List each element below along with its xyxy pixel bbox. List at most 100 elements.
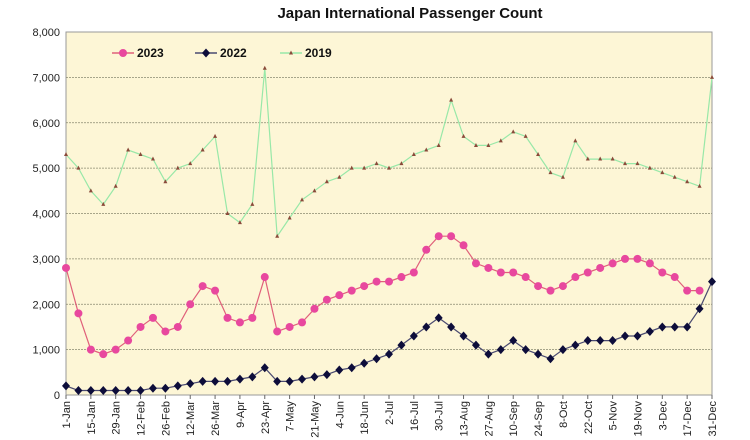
data-point-2019 <box>300 197 305 202</box>
data-point-2023 <box>608 259 617 268</box>
data-point-2023 <box>99 350 108 359</box>
data-point-2023 <box>633 254 642 263</box>
data-point-2023 <box>62 263 70 272</box>
data-point-2022 <box>273 376 282 386</box>
data-point-2022 <box>670 322 679 332</box>
data-point-2022 <box>62 381 70 391</box>
data-point-2019 <box>560 174 565 179</box>
data-point-2022 <box>621 331 630 341</box>
data-point-2022 <box>148 383 157 393</box>
data-point-2022 <box>546 354 555 364</box>
data-point-2023 <box>235 318 244 327</box>
y-tick-label: 2,000 <box>32 299 60 311</box>
data-point-2019 <box>486 142 491 147</box>
data-point-2023 <box>372 277 381 286</box>
data-point-2022 <box>583 336 592 346</box>
x-tick-label: 2-Jul <box>384 401 396 425</box>
data-point-2022 <box>335 365 344 375</box>
data-point-2022 <box>521 345 530 355</box>
x-tick-label: 18-Jun <box>359 401 371 435</box>
data-point-2019 <box>548 170 553 175</box>
data-point-2022 <box>397 340 406 350</box>
data-point-2019 <box>424 147 429 152</box>
data-point-2022 <box>86 385 95 395</box>
data-point-2022 <box>186 379 195 389</box>
data-point-2019 <box>175 165 180 170</box>
data-point-2023 <box>86 345 95 354</box>
legend-label: 2019 <box>305 46 332 60</box>
data-point-2019 <box>200 147 205 152</box>
data-point-2019 <box>710 74 714 79</box>
y-tick-label: 6,000 <box>32 118 60 130</box>
series-line-2023 <box>65 235 700 355</box>
x-tick-label: 12-Mar <box>185 401 197 436</box>
data-point-2023 <box>509 268 518 277</box>
data-point-2023 <box>198 282 207 291</box>
data-point-2023 <box>186 300 195 309</box>
data-point-2022 <box>211 376 220 386</box>
data-point-2022 <box>633 331 642 341</box>
data-point-2019 <box>138 152 143 157</box>
y-tick-label: 5,000 <box>32 163 60 175</box>
data-point-2019 <box>88 188 93 193</box>
y-tick-label: 3,000 <box>32 254 60 266</box>
y-tick-label: 8,000 <box>32 27 60 39</box>
data-point-2023 <box>211 286 220 295</box>
x-tick-label: 16-Jul <box>409 401 421 431</box>
data-point-2022 <box>496 345 505 355</box>
data-point-2022 <box>509 336 518 346</box>
y-tick-label: 4,000 <box>32 209 60 221</box>
data-point-2022 <box>248 372 257 382</box>
x-tick-label: 12-Feb <box>136 401 148 436</box>
data-point-2023 <box>260 273 269 282</box>
data-point-2022 <box>347 363 356 373</box>
data-point-2023 <box>310 304 319 313</box>
data-point-2023 <box>124 336 133 345</box>
data-point-2022 <box>372 354 381 364</box>
data-point-2023 <box>285 322 294 331</box>
data-point-2022 <box>422 322 431 332</box>
data-point-2019 <box>623 161 628 166</box>
data-point-2023 <box>273 327 282 336</box>
data-point-2022 <box>645 326 654 336</box>
data-point-2023 <box>111 345 120 354</box>
data-point-2022 <box>695 304 704 314</box>
data-point-2023 <box>683 286 692 295</box>
data-point-2023 <box>459 241 468 250</box>
data-point-2019 <box>337 174 342 179</box>
x-tick-label: 10-Sep <box>508 401 520 436</box>
data-point-2022 <box>459 331 468 341</box>
data-point-2019 <box>101 201 106 206</box>
data-point-2019 <box>126 147 131 152</box>
data-point-2022 <box>111 385 120 395</box>
data-point-2022 <box>285 376 294 386</box>
data-point-2023 <box>173 322 182 331</box>
data-point-2023 <box>335 291 344 300</box>
data-point-2023 <box>645 259 654 268</box>
data-point-2023 <box>695 286 704 295</box>
data-point-2019 <box>349 165 354 170</box>
legend-item-2022: 2022 <box>195 46 247 60</box>
y-tick-label: 0 <box>54 390 60 402</box>
series-2023 <box>62 232 704 359</box>
data-point-2023 <box>484 263 493 272</box>
data-point-2019 <box>213 133 218 138</box>
data-point-2023 <box>583 268 592 277</box>
data-point-2023 <box>397 273 406 282</box>
x-tick-label: 8-Oct <box>558 401 570 428</box>
data-point-2019 <box>436 142 441 147</box>
data-point-2022 <box>310 372 319 382</box>
data-point-2023 <box>558 282 567 291</box>
data-point-2019 <box>523 133 528 138</box>
data-point-2019 <box>64 152 68 157</box>
data-point-2019 <box>225 211 230 215</box>
data-point-2023 <box>546 286 555 295</box>
x-tick-label: 24-Sep <box>533 401 545 436</box>
data-point-2022 <box>534 349 543 359</box>
data-point-2022 <box>471 340 480 350</box>
x-tick-label: 7-May <box>285 401 297 432</box>
data-point-2022 <box>658 322 667 332</box>
data-point-2023 <box>298 318 307 327</box>
legend-label: 2023 <box>137 46 164 60</box>
data-point-2019 <box>511 129 516 134</box>
